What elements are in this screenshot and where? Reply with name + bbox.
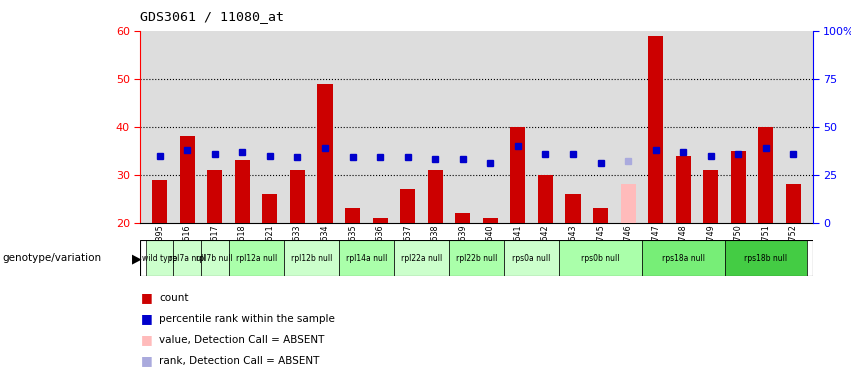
Bar xyxy=(676,156,691,223)
Bar xyxy=(724,240,808,276)
Text: percentile rank within the sample: percentile rank within the sample xyxy=(159,314,335,324)
Bar xyxy=(229,240,283,276)
Bar xyxy=(290,170,305,223)
Text: rpl7b null: rpl7b null xyxy=(197,254,233,263)
Text: rank, Detection Call = ABSENT: rank, Detection Call = ABSENT xyxy=(159,356,319,366)
Bar xyxy=(455,213,471,223)
Bar xyxy=(758,127,774,223)
Bar xyxy=(504,240,559,276)
Bar xyxy=(201,240,229,276)
Bar xyxy=(483,218,498,223)
Bar xyxy=(593,208,608,223)
Text: rpl7a null: rpl7a null xyxy=(169,254,206,263)
Text: rps18b null: rps18b null xyxy=(745,254,787,263)
Bar xyxy=(317,84,333,223)
Text: GDS3061 / 11080_at: GDS3061 / 11080_at xyxy=(140,10,284,23)
Text: genotype/variation: genotype/variation xyxy=(3,253,101,263)
Bar xyxy=(620,184,636,223)
Text: ■: ■ xyxy=(140,312,152,325)
Bar xyxy=(146,240,174,276)
Bar xyxy=(428,170,443,223)
Text: value, Detection Call = ABSENT: value, Detection Call = ABSENT xyxy=(159,335,324,345)
Text: rps0a null: rps0a null xyxy=(512,254,551,263)
Text: ■: ■ xyxy=(140,291,152,304)
Text: rpl22a null: rpl22a null xyxy=(401,254,442,263)
Text: ■: ■ xyxy=(140,354,152,367)
Bar xyxy=(785,184,801,223)
Bar xyxy=(511,127,525,223)
Bar xyxy=(642,240,724,276)
Bar xyxy=(538,175,553,223)
Text: wild type: wild type xyxy=(142,254,177,263)
Bar xyxy=(731,151,745,223)
Text: rps0b null: rps0b null xyxy=(581,254,620,263)
Bar xyxy=(262,194,277,223)
Text: count: count xyxy=(159,293,189,303)
Bar xyxy=(400,189,415,223)
Bar xyxy=(394,240,449,276)
Text: rpl14a null: rpl14a null xyxy=(346,254,387,263)
Bar xyxy=(449,240,504,276)
Text: rpl22b null: rpl22b null xyxy=(456,254,497,263)
Text: rps18a null: rps18a null xyxy=(662,254,705,263)
Text: ■: ■ xyxy=(140,333,152,346)
Bar xyxy=(373,218,388,223)
Bar xyxy=(339,240,394,276)
Text: rpl12b null: rpl12b null xyxy=(290,254,332,263)
Bar xyxy=(174,240,201,276)
Bar xyxy=(283,240,339,276)
Bar xyxy=(703,170,718,223)
Bar xyxy=(648,36,663,223)
Bar xyxy=(180,136,195,223)
Bar xyxy=(235,161,250,223)
Text: ▶: ▶ xyxy=(132,252,141,265)
Bar xyxy=(208,170,222,223)
Bar xyxy=(152,180,168,223)
Text: rpl12a null: rpl12a null xyxy=(236,254,277,263)
Bar xyxy=(565,194,580,223)
Bar xyxy=(559,240,642,276)
Bar xyxy=(345,208,360,223)
